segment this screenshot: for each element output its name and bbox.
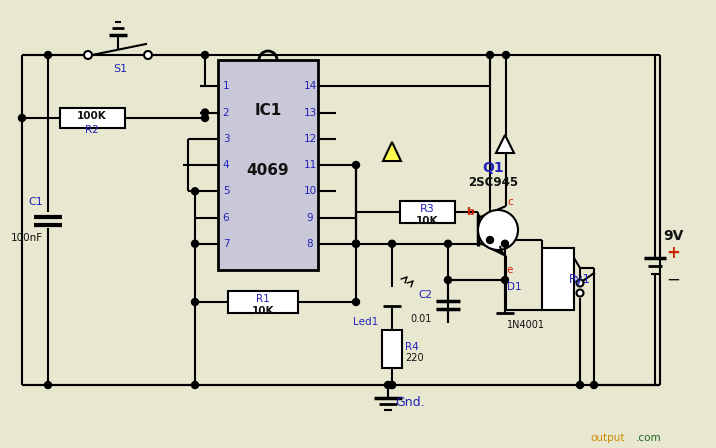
Text: 2: 2 xyxy=(223,108,229,117)
Bar xyxy=(228,291,298,313)
Circle shape xyxy=(201,109,208,116)
Bar xyxy=(60,108,125,128)
Text: 4: 4 xyxy=(223,160,229,170)
Text: 4069: 4069 xyxy=(247,163,289,177)
Text: 13: 13 xyxy=(304,108,316,117)
Text: C2: C2 xyxy=(418,290,432,300)
Text: IC1: IC1 xyxy=(254,103,281,117)
Text: c: c xyxy=(507,197,513,207)
Circle shape xyxy=(445,276,452,284)
Circle shape xyxy=(19,115,26,121)
Text: 220: 220 xyxy=(405,353,424,363)
Text: 9V: 9V xyxy=(663,229,683,243)
Text: output: output xyxy=(590,433,624,443)
Circle shape xyxy=(144,51,152,59)
Circle shape xyxy=(389,382,395,388)
Text: 8: 8 xyxy=(306,239,314,249)
Text: D1: D1 xyxy=(507,282,522,292)
Circle shape xyxy=(201,115,208,121)
Text: .com: .com xyxy=(636,433,662,443)
Polygon shape xyxy=(383,142,401,161)
Circle shape xyxy=(352,298,359,306)
Text: 3: 3 xyxy=(223,134,229,144)
Text: R1: R1 xyxy=(256,294,270,304)
Circle shape xyxy=(486,237,493,244)
Circle shape xyxy=(576,289,584,297)
Circle shape xyxy=(576,280,584,287)
Text: 1: 1 xyxy=(223,81,229,91)
Text: 12: 12 xyxy=(304,134,316,144)
Text: 11: 11 xyxy=(304,160,316,170)
Circle shape xyxy=(84,51,92,59)
Text: 14: 14 xyxy=(304,81,316,91)
Text: 0.01: 0.01 xyxy=(410,314,432,324)
Circle shape xyxy=(191,240,198,247)
Text: 2SC945: 2SC945 xyxy=(468,176,518,189)
Text: S1: S1 xyxy=(113,64,127,74)
Circle shape xyxy=(389,382,395,388)
Text: 9: 9 xyxy=(306,212,314,223)
Circle shape xyxy=(445,240,452,247)
Text: R4: R4 xyxy=(405,342,419,352)
Circle shape xyxy=(191,382,198,388)
Circle shape xyxy=(191,188,198,195)
Circle shape xyxy=(486,52,493,59)
Text: Gnd.: Gnd. xyxy=(395,396,425,409)
Circle shape xyxy=(389,240,395,247)
Bar xyxy=(400,201,455,223)
Circle shape xyxy=(501,276,508,284)
Circle shape xyxy=(44,52,52,59)
Circle shape xyxy=(201,52,208,59)
Polygon shape xyxy=(496,135,514,153)
Text: Q1: Q1 xyxy=(482,161,504,175)
Text: 1N4001: 1N4001 xyxy=(507,320,545,330)
Circle shape xyxy=(384,382,392,388)
Text: 10K: 10K xyxy=(252,306,274,316)
Bar xyxy=(218,60,318,270)
Text: R2: R2 xyxy=(85,125,99,135)
Text: 10: 10 xyxy=(304,186,316,196)
Text: C1: C1 xyxy=(28,197,43,207)
Circle shape xyxy=(191,298,198,306)
Text: 100nF: 100nF xyxy=(11,233,43,243)
Text: 100K: 100K xyxy=(77,111,107,121)
Text: 10K: 10K xyxy=(416,216,438,226)
Text: 7: 7 xyxy=(223,239,229,249)
Text: 5: 5 xyxy=(223,186,229,196)
Bar xyxy=(382,330,402,368)
Text: Led1: Led1 xyxy=(353,317,378,327)
Text: R3: R3 xyxy=(420,204,435,214)
Circle shape xyxy=(591,382,597,388)
Circle shape xyxy=(501,240,508,247)
Text: e: e xyxy=(507,265,513,275)
Circle shape xyxy=(478,210,518,250)
Circle shape xyxy=(44,382,52,388)
Circle shape xyxy=(352,240,359,247)
Text: Ry1: Ry1 xyxy=(569,272,591,285)
Bar xyxy=(542,248,574,310)
Circle shape xyxy=(576,382,584,388)
Text: +: + xyxy=(666,244,680,262)
Circle shape xyxy=(503,52,510,59)
Circle shape xyxy=(352,240,359,247)
Text: b: b xyxy=(466,207,474,217)
Circle shape xyxy=(352,161,359,168)
Text: −: − xyxy=(666,271,680,289)
Text: 6: 6 xyxy=(223,212,229,223)
